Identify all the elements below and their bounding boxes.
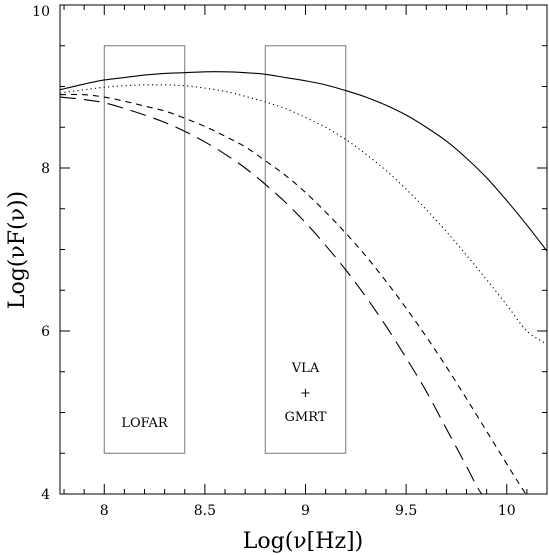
y-tick-label: 10 <box>32 4 50 20</box>
x-tick-label: 10 <box>498 503 516 519</box>
x-tick-label: 8.5 <box>194 503 216 519</box>
series-solid-line <box>60 71 547 252</box>
box-label-line: + <box>300 386 311 401</box>
series-short-dashed-line <box>60 93 527 494</box>
y-tick-label: 8 <box>41 161 50 177</box>
series-dotted-line <box>60 84 547 345</box>
range-box-1 <box>103 45 186 454</box>
box-label-line: GMRT <box>285 410 327 425</box>
box-label: LOFAR <box>121 416 169 431</box>
x-tick-label: 9.5 <box>395 503 417 519</box>
series-lines <box>60 71 547 494</box>
series-long-dashed-line <box>60 96 483 494</box>
x-tick-label: 8 <box>100 503 109 519</box>
tick-labels: 8 8.5 9 9.5 10 4 6 8 10 <box>32 4 515 519</box>
x-axis-label: Log(ν[Hz]) <box>243 529 363 554</box>
y-tick-label: 6 <box>41 324 50 340</box>
box-label-line: VLA <box>291 361 320 376</box>
y-tick-label: 4 <box>41 487 50 503</box>
y-axis-label: Log(νF(ν)) <box>5 191 30 309</box>
range-box-2 <box>264 45 347 454</box>
x-tick-label: 9 <box>301 503 310 519</box>
range-boxes: LOFAR VLA + GMRT <box>103 45 347 454</box>
plot-area: LOFAR VLA + GMRT 8 8.5 9 9.5 10 4 6 8 10 <box>32 4 548 519</box>
ticks <box>60 4 548 495</box>
